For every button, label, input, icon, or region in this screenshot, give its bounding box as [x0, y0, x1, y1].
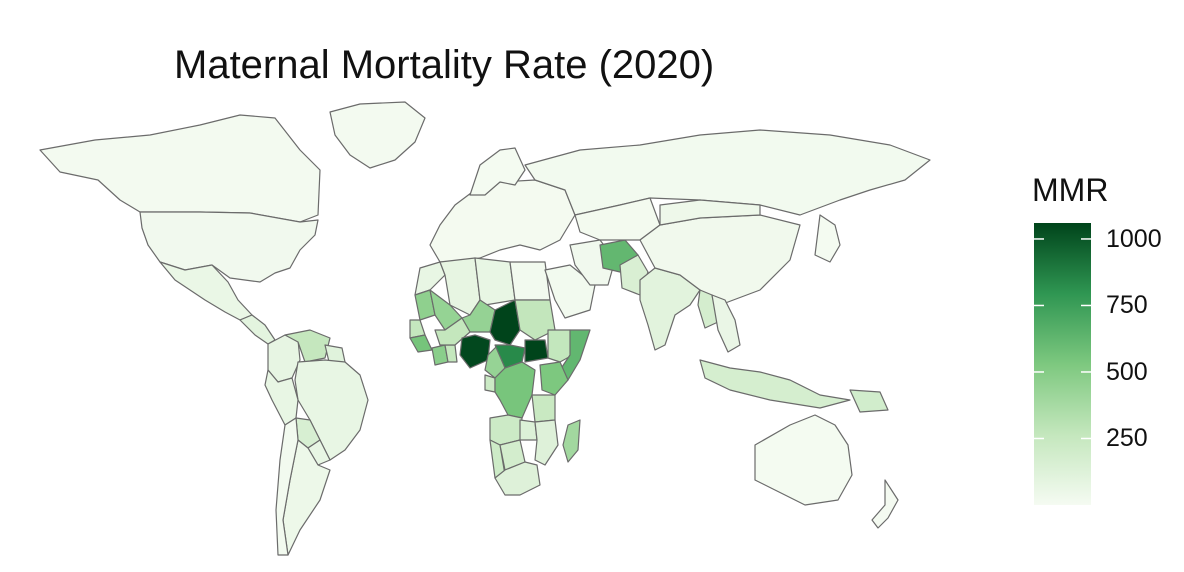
country-tanzania	[531, 394, 556, 423]
country-mongolia	[659, 199, 761, 226]
country-indonesia	[699, 359, 851, 409]
country-europe	[429, 179, 576, 263]
legend-tick-label: 250	[1106, 424, 1148, 453]
country-australia	[754, 414, 853, 506]
country-saudi-arabia	[544, 264, 596, 319]
country-egypt	[509, 261, 551, 301]
country-sudan	[514, 299, 556, 341]
legend-color-bar	[1034, 223, 1091, 505]
world-choropleth-map	[39, 101, 931, 556]
country-burkina-faso	[434, 317, 471, 346]
legend-tick-label: 750	[1106, 291, 1148, 320]
country-new-zealand	[871, 479, 899, 529]
legend-title: MMR	[1032, 172, 1109, 208]
country-south-sudan	[524, 339, 549, 363]
country-central-african-republic	[494, 344, 526, 369]
country-south-africa	[494, 461, 541, 496]
country-gabon	[484, 374, 496, 393]
country-united-states	[139, 211, 319, 283]
country-southeast-asia	[711, 294, 741, 353]
country-nigeria	[459, 334, 491, 369]
country-dr-congo	[494, 361, 536, 419]
country-chad	[489, 299, 521, 346]
country-madagascar	[562, 419, 581, 463]
map-title: Maternal Mortality Rate (2020)	[174, 42, 715, 87]
country-zambia	[519, 419, 538, 441]
country-scandinavia	[469, 147, 526, 196]
country-greenland	[329, 101, 426, 169]
country-venezuela	[284, 329, 331, 363]
country-central-america	[239, 314, 276, 345]
country-chile	[275, 417, 299, 556]
country-kenya	[539, 361, 569, 396]
legend-tick-label: 1000	[1106, 224, 1162, 253]
country-libya	[474, 257, 516, 306]
country-papua-new-guinea	[849, 389, 889, 413]
country-guinea	[409, 334, 433, 353]
country-japan	[814, 214, 841, 263]
country-morocco	[414, 261, 446, 296]
country-canada	[39, 114, 321, 223]
legend: MMR 1000 750 500 250	[1032, 170, 1182, 510]
country-mozambique	[534, 419, 559, 466]
countries-layer	[39, 101, 931, 556]
legend-tick-label: 500	[1106, 357, 1148, 386]
